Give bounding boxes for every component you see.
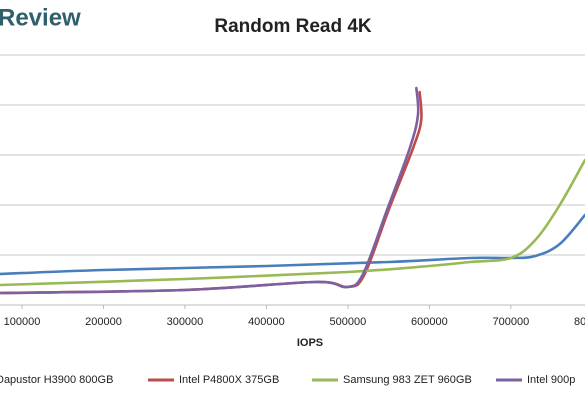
series-line: [0, 86, 420, 295]
legend-label: Dapustor H3900 800GB: [0, 374, 113, 386]
brand-logo: Review: [0, 4, 81, 31]
x-tick-label: 500000: [330, 316, 367, 328]
x-tick-label: 400000: [248, 316, 285, 328]
plot-area: [0, 86, 585, 295]
x-tick-label: 300000: [167, 316, 204, 328]
legend-label: Intel P4800X 375GB: [179, 374, 279, 386]
x-tick-label: 700000: [492, 316, 529, 328]
chart-title: Random Read 4K: [214, 16, 372, 37]
x-tick-label: 200000: [85, 316, 122, 328]
x-axis-title: IOPS: [297, 337, 323, 349]
x-tick-label: 100000: [4, 316, 41, 328]
legend-label: Intel 900p: [527, 374, 575, 386]
series-line: [0, 158, 585, 287]
series-line: [0, 213, 585, 276]
x-tick-label: 800000: [574, 316, 585, 328]
x-tick-label: 600000: [411, 316, 448, 328]
legend-label: Samsung 983 ZET 960GB: [343, 374, 472, 386]
grid: 100000 200000 300000 400000 500000 600000 7000…: [0, 54, 585, 328]
legend: Dapustor H3900 800GB Intel P4800X 375GB Sa…: [0, 374, 575, 386]
